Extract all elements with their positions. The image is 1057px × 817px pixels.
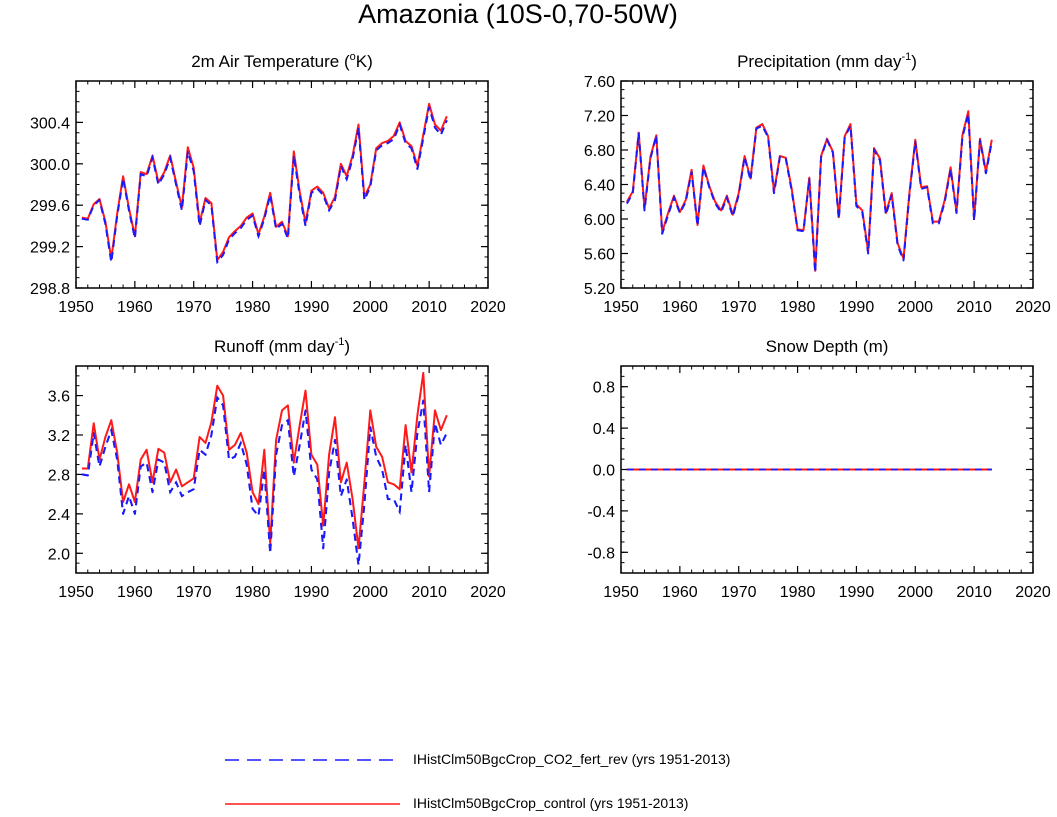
x-tick-label: 2020 bbox=[1015, 299, 1051, 316]
plot-frame bbox=[75, 365, 489, 574]
panel-title-unit-sup: o bbox=[350, 51, 356, 63]
figure-title: Amazonia (10S-0,70-50W) bbox=[358, 0, 678, 29]
y-tick-label: 5.20 bbox=[584, 281, 615, 298]
x-tick-label: 1960 bbox=[117, 584, 153, 601]
legend-label-co2-fert-rev: IHistClm50BgcCrop_CO2_fert_rev (yrs 1951… bbox=[413, 751, 730, 767]
x-tick-label: 1950 bbox=[603, 584, 639, 601]
x-tick-label: 1950 bbox=[58, 584, 94, 601]
series-line-control bbox=[81, 371, 448, 550]
y-tick-label: 0.0 bbox=[593, 463, 615, 480]
x-tick-label: 2020 bbox=[1015, 584, 1051, 601]
x-tick-label: 1960 bbox=[662, 584, 698, 601]
panel-title-text: Precipitation bbox=[737, 52, 835, 71]
panel-title-text: Snow Depth (m) bbox=[766, 337, 889, 356]
x-tick-label: 2010 bbox=[411, 584, 447, 601]
y-tick-label: 2.8 bbox=[48, 467, 70, 484]
y-tick-label: 3.2 bbox=[48, 428, 70, 445]
y-tick-label: 5.60 bbox=[584, 247, 615, 264]
x-tick-label: 2000 bbox=[897, 299, 933, 316]
x-tick-label: 2010 bbox=[956, 584, 992, 601]
panel-title: Snow Depth (m) bbox=[766, 337, 889, 356]
y-tick-label: 6.80 bbox=[584, 143, 615, 160]
y-tick-label: 2.0 bbox=[48, 546, 70, 563]
legend: IHistClm50BgcCrop_CO2_fert_rev (yrs 1951… bbox=[225, 751, 730, 811]
panel-precipitation: Precipitation (mm day-1) 1950 1960 1970 1980… bbox=[584, 51, 1051, 316]
x-tick-label: 2020 bbox=[470, 584, 506, 601]
x-tick-label: 1980 bbox=[235, 299, 271, 316]
x-tick-label: 1960 bbox=[117, 299, 153, 316]
series-line-co2-fert-rev bbox=[81, 105, 448, 264]
x-tick-label: 2010 bbox=[411, 299, 447, 316]
series-line-co2-fert-rev bbox=[81, 396, 448, 567]
panel-runoff: Runoff (mm day-1) 1950 1960 1970 1980 1990 200… bbox=[48, 336, 506, 601]
x-tick-label: 2000 bbox=[897, 584, 933, 601]
panel-title: Precipitation (mm day-1) bbox=[737, 51, 917, 71]
panel-title-text: 2m Air Temperature bbox=[191, 52, 344, 71]
y-tick-label: 6.00 bbox=[584, 212, 615, 229]
y-tick-label: 7.60 bbox=[584, 74, 615, 91]
x-tick-label: 1960 bbox=[662, 299, 698, 316]
x-tick-label: 1970 bbox=[176, 584, 212, 601]
x-tick-label: 1980 bbox=[780, 584, 816, 601]
legend-label-control: IHistClm50BgcCrop_control (yrs 1951-2013… bbox=[413, 795, 688, 811]
plot-frame bbox=[620, 365, 1034, 574]
y-tick-label: 7.20 bbox=[584, 109, 615, 126]
panel-title-unit: ( bbox=[344, 52, 350, 71]
y-tick-label: 0.8 bbox=[593, 380, 615, 397]
series-line-co2-fert-rev-overlay bbox=[626, 113, 993, 273]
x-tick-label: 1970 bbox=[176, 299, 212, 316]
plot-frame bbox=[620, 80, 1034, 289]
x-tick-label: 1990 bbox=[839, 299, 875, 316]
x-tick-label: 1990 bbox=[294, 584, 330, 601]
x-tick-label: 1980 bbox=[235, 584, 271, 601]
y-tick-label: 6.40 bbox=[584, 178, 615, 195]
series-line-co2-fert-rev-overlay bbox=[81, 106, 448, 265]
x-tick-label: 2010 bbox=[956, 299, 992, 316]
panel-title-unit: (mm day bbox=[268, 337, 335, 356]
x-tick-label: 2000 bbox=[352, 584, 388, 601]
x-tick-label: 1990 bbox=[839, 584, 875, 601]
y-tick-label: 3.6 bbox=[48, 389, 70, 406]
series-line-control bbox=[81, 102, 448, 262]
x-tick-label: 1980 bbox=[780, 299, 816, 316]
x-tick-label: 1970 bbox=[721, 299, 757, 316]
plot-frame bbox=[75, 80, 489, 289]
panel-title-unit-tail: ) bbox=[911, 52, 917, 71]
panel-title-text: Runoff bbox=[214, 337, 269, 356]
y-tick-label: 299.6 bbox=[30, 198, 70, 215]
x-tick-label: 2000 bbox=[352, 299, 388, 316]
x-tick-label: 2020 bbox=[470, 299, 506, 316]
panel-air-temperature: 2m Air Temperature (oK) 1950 1960 1970 1980 1… bbox=[30, 51, 506, 316]
x-tick-label: 1970 bbox=[721, 584, 757, 601]
panel-title-unit-tail: ) bbox=[344, 337, 350, 356]
panel-title-unit: (mm day bbox=[835, 52, 902, 71]
panel-title-unit-tail: K) bbox=[356, 52, 373, 71]
y-tick-label: 298.8 bbox=[30, 281, 70, 298]
panel-snow-depth: Snow Depth (m) 1950 1960 1970 1980 1990 2000 20… bbox=[587, 337, 1050, 601]
panel-title-unit-sup: -1 bbox=[335, 336, 345, 348]
y-tick-label: 300.0 bbox=[30, 157, 70, 174]
x-tick-label: 1990 bbox=[294, 299, 330, 316]
panel-title: Runoff (mm day-1) bbox=[214, 336, 350, 356]
panel-title: 2m Air Temperature (oK) bbox=[191, 51, 373, 71]
panel-title-unit-sup: -1 bbox=[901, 51, 911, 63]
y-tick-label: 300.4 bbox=[30, 115, 70, 132]
y-tick-label: -0.8 bbox=[587, 545, 615, 562]
x-tick-label: 1950 bbox=[58, 299, 94, 316]
y-tick-label: 299.2 bbox=[30, 240, 70, 257]
y-tick-label: -0.4 bbox=[587, 504, 615, 521]
y-tick-label: 0.4 bbox=[593, 421, 615, 438]
x-tick-label: 1950 bbox=[603, 299, 639, 316]
y-tick-label: 2.4 bbox=[48, 507, 70, 524]
series-line-co2-fert-rev-overlay bbox=[81, 395, 448, 566]
